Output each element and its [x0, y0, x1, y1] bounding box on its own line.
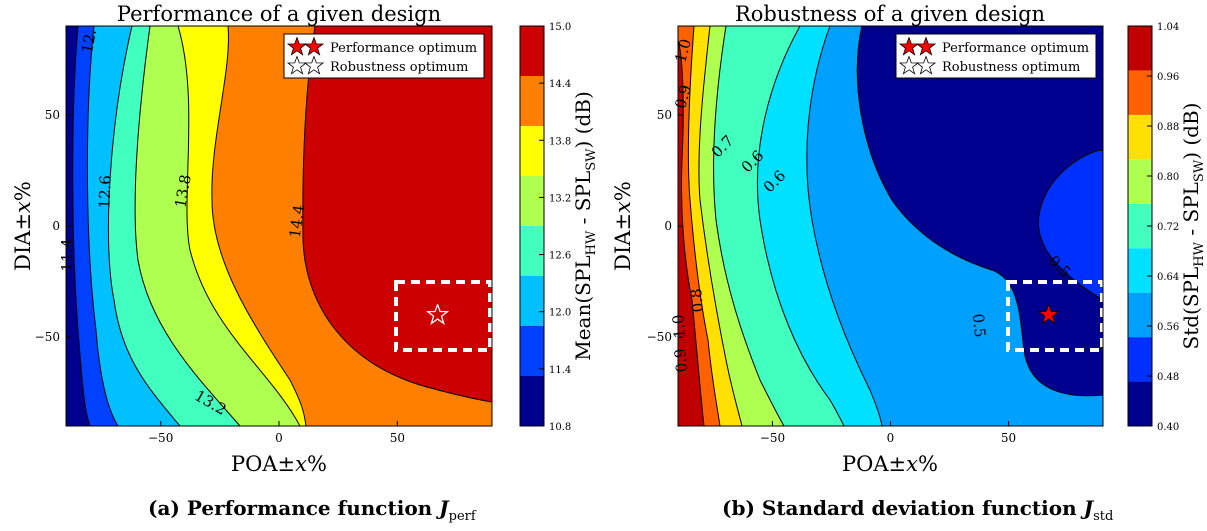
contour-label: 1.0	[671, 37, 695, 65]
colorbar-segment	[1128, 70, 1152, 115]
colorbar-tick-label: 0.72	[1157, 222, 1179, 233]
colorbar-tick-label: 13.2	[549, 193, 571, 204]
colorbar-tick-label: 0.80	[1157, 172, 1179, 183]
x-tick-label: 0	[887, 431, 895, 445]
colorbar-segment	[1128, 26, 1152, 71]
contour-label: 0.8	[687, 288, 707, 313]
colorbar-label: Mean(SPLHW - SPLSW) (dB)	[571, 91, 599, 361]
axes: −50 0 50 50 0 −50	[647, 108, 1017, 445]
caption-subscript: perf	[448, 509, 476, 524]
colorbar-segment	[520, 176, 544, 226]
caption-b: (b) Standard deviation function Jstd	[722, 496, 1113, 524]
legend-label-robustness: Robustness optimum	[942, 60, 1080, 75]
caption-subscript: std	[1093, 509, 1114, 524]
colorbar-tick-label: 14.4	[549, 79, 571, 90]
colorbar-segment	[520, 226, 544, 276]
legend-label-performance: Performance optimum	[942, 41, 1089, 56]
colorbar-frame	[519, 25, 545, 427]
optimum-region-box	[394, 280, 492, 352]
caption-symbol: J	[1083, 496, 1094, 520]
y-tick-label: −50	[35, 330, 60, 344]
legend: Performance optimum Robustness optimum	[283, 33, 485, 79]
colorbar-tick-label: 12.0	[549, 308, 571, 319]
contour-label: 11.4	[58, 238, 76, 271]
colorbar-tick-label: 1.04	[1157, 22, 1179, 33]
y-tick-label: 50	[657, 108, 672, 122]
colorbar-tick-label: 0.40	[1157, 422, 1179, 433]
colorbar: 1.04 0.96 0.88 0.80 0.72 0.64 0.56 0.48 0.40	[1127, 22, 1179, 433]
chart-title: Performance of a given design	[117, 2, 441, 26]
contour-label: 12.6	[95, 175, 114, 209]
contour-label: 12.	[78, 28, 100, 55]
caption-a: (a) Performance function Jperf	[148, 496, 476, 524]
colorbar-segment	[520, 126, 544, 176]
caption-symbol: J	[439, 496, 449, 520]
y-tick-label: 0	[664, 219, 672, 233]
x-tick-label: 50	[1001, 431, 1016, 445]
y-axis-label: DIA±x%	[11, 181, 35, 271]
contour-labels: 12. 12.6 13.8 14.4 11.4 13.2	[58, 28, 308, 419]
x-axis-label: POA±x%	[842, 452, 938, 476]
legend: Performance optimum Robustness optimum	[895, 33, 1097, 79]
contour-label: 0.9	[671, 83, 695, 111]
colorbar-tick-label: 11.4	[549, 365, 571, 376]
optimum-region-box	[1006, 280, 1104, 352]
legend-label-performance: Performance optimum	[330, 41, 477, 56]
colorbar-tick-label: 12.6	[549, 251, 571, 262]
contour-field	[678, 26, 1103, 426]
colorbar-segment	[520, 326, 544, 376]
colorbar: 15.0 14.4 13.8 13.2 12.6 12.0 11.4 10.8	[519, 22, 571, 433]
colorbar-tick-label: 15.0	[549, 22, 571, 33]
legend-label-robustness: Robustness optimum	[330, 60, 468, 75]
colorbar-tick-label: 0.88	[1157, 122, 1179, 133]
colorbar-segment	[1128, 337, 1152, 382]
axes: −50 0 50 50 0 −50	[35, 108, 405, 445]
x-axis-label: POA±x%	[231, 452, 327, 476]
y-tick-label: 0	[52, 219, 60, 233]
y-axis-label: DIA±x%	[611, 181, 635, 271]
colorbar-segment	[1128, 381, 1152, 426]
caption-text: (a) Performance function	[148, 496, 440, 520]
colorbar-segment	[1128, 248, 1152, 293]
colorbar-segment	[1128, 114, 1152, 160]
colorbar-tick-label: 0.56	[1157, 322, 1179, 333]
contour-label: 14.4	[286, 204, 308, 240]
contour-label: 0.5	[969, 313, 989, 338]
y-tick-label: 50	[45, 108, 60, 122]
x-tick-label: −50	[148, 431, 173, 445]
contour-label: 13.8	[171, 173, 195, 209]
colorbar-tick-label: 0.48	[1157, 372, 1179, 383]
colorbar-tick-label: 10.8	[549, 422, 571, 433]
performance-chart: Performance of a given design 12. 12.6 1…	[11, 2, 599, 476]
caption-text: (b) Standard deviation function	[722, 496, 1084, 520]
contour-band-7	[302, 26, 492, 403]
colorbar-segment	[520, 26, 544, 76]
colorbar-segment	[1128, 159, 1152, 204]
contour-label: 0.9	[671, 348, 691, 373]
colorbar-label: Std(SPLHW - SPLSW) (dB)	[1179, 103, 1207, 350]
x-tick-label: −50	[760, 431, 785, 445]
colorbar-segment	[520, 76, 544, 126]
colorbar-tick-label: 0.96	[1157, 72, 1179, 83]
colorbar-tick-label: 13.8	[549, 136, 571, 147]
colorbar-segment	[520, 376, 544, 426]
x-tick-label: 50	[390, 431, 405, 445]
colorbar-segment	[1128, 292, 1152, 338]
x-tick-label: 0	[275, 431, 283, 445]
colorbar-tick-label: 0.64	[1157, 272, 1179, 283]
colorbar-segment	[520, 276, 544, 326]
contour-field	[66, 26, 492, 426]
y-tick-label: −50	[647, 330, 672, 344]
contour-label: 1.0	[669, 314, 689, 339]
chart-title: Robustness of a given design	[735, 2, 1045, 26]
robustness-chart: Robustness of a given design 1.0 0.9 0.7…	[611, 2, 1207, 476]
